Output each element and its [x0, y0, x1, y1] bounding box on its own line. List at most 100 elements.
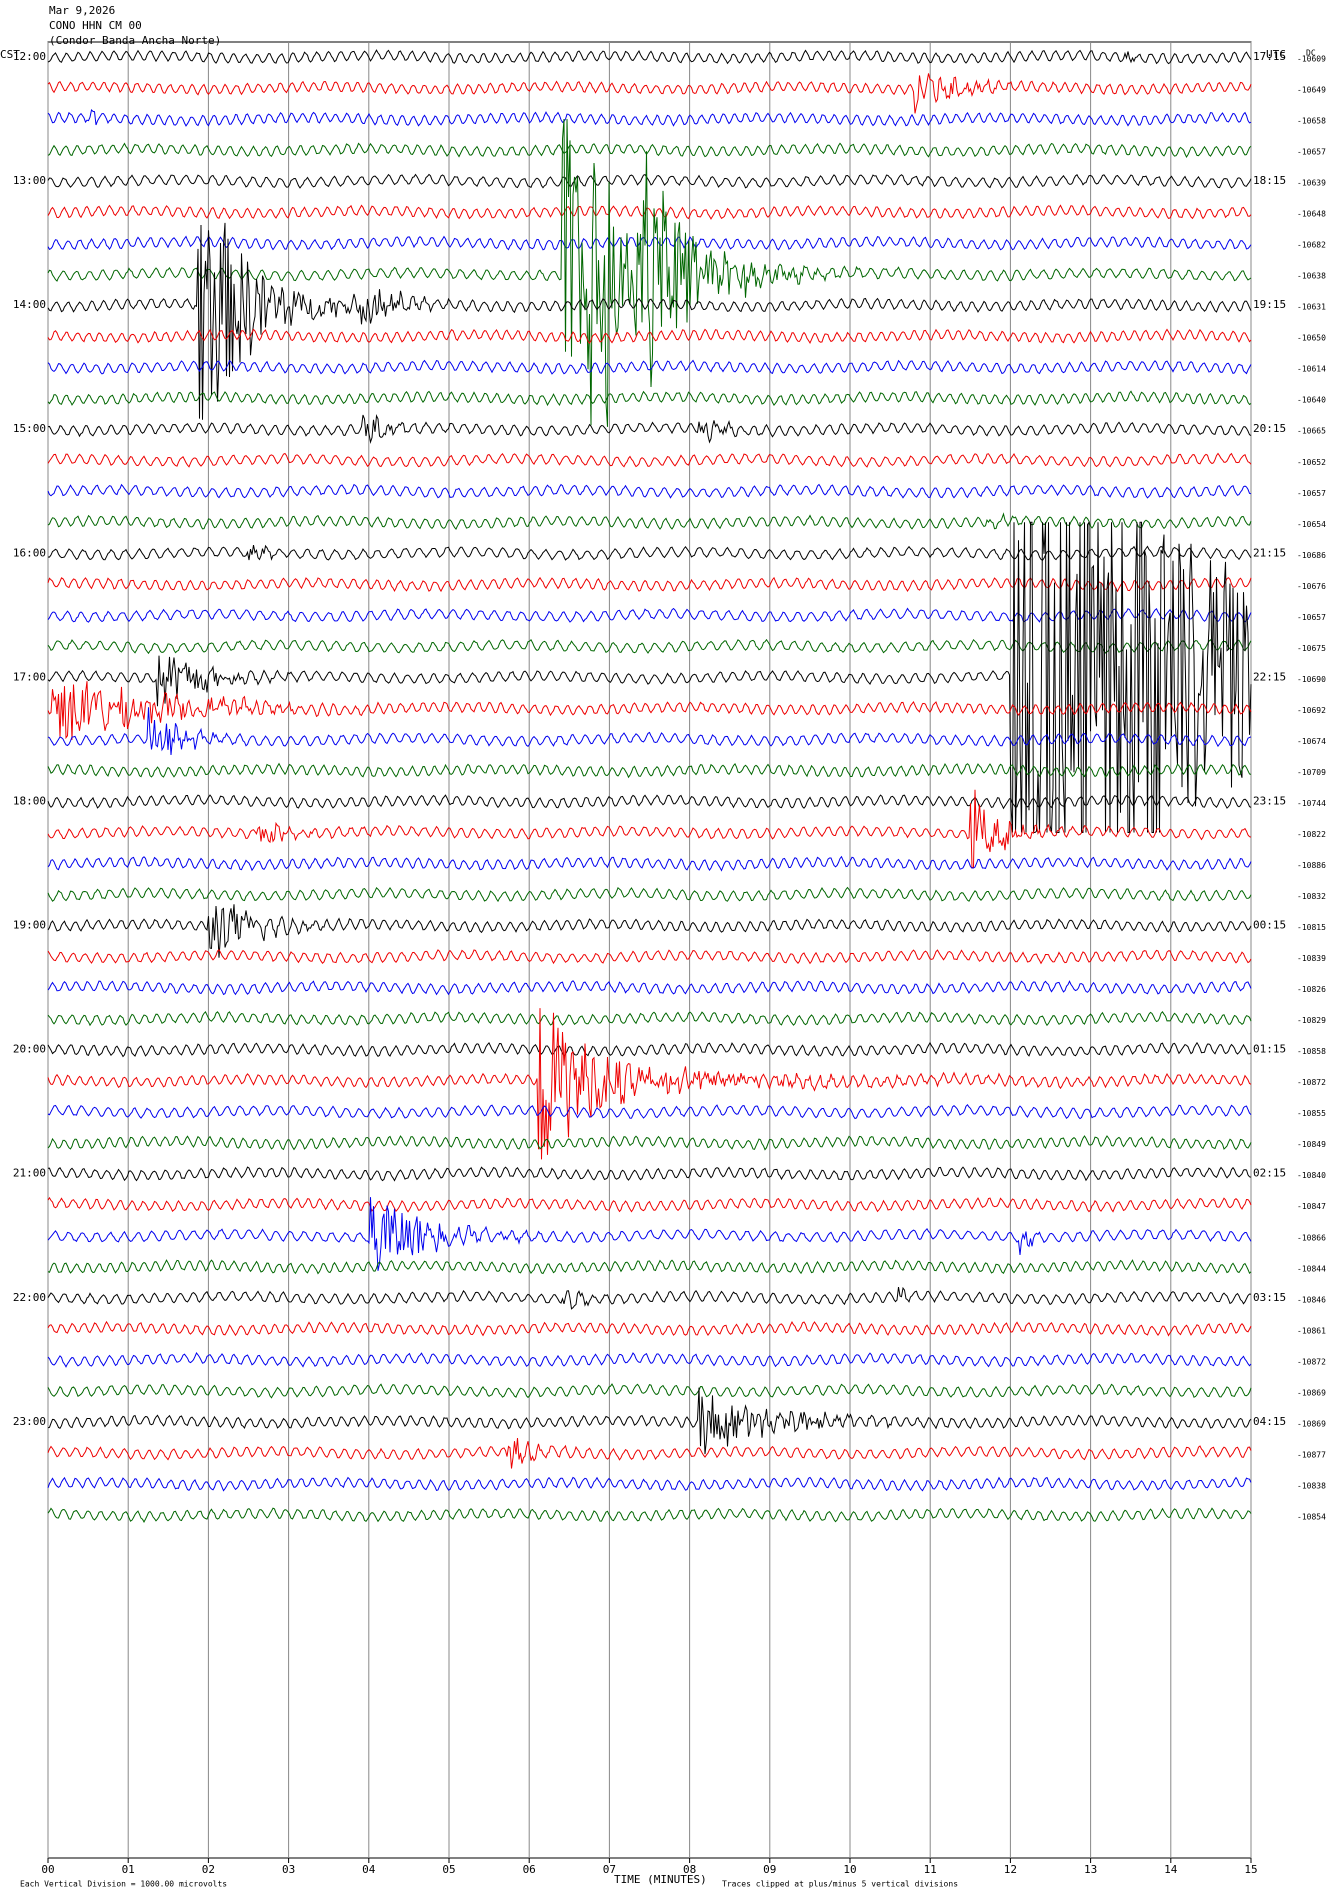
- dc-value: -10657: [1297, 613, 1326, 622]
- utc-label: 04:15: [1253, 1415, 1286, 1428]
- dc-value: -10872: [1297, 1078, 1326, 1087]
- dc-value: -10657: [1297, 148, 1326, 157]
- trace: [47, 413, 1252, 444]
- cst-label: 19:00: [13, 919, 46, 932]
- trace: [47, 1383, 1252, 1399]
- trace: [47, 1286, 1252, 1310]
- utc-label: 17:15: [1253, 50, 1286, 63]
- location: (Condor Banda Ancha Norte): [49, 34, 221, 47]
- x-tick-label: 09: [763, 1863, 776, 1876]
- trace: [47, 1166, 1252, 1182]
- left-label: CST: [0, 48, 20, 61]
- x-tick-label: 01: [122, 1863, 135, 1876]
- trace: [47, 638, 1252, 655]
- dc-value: -10657: [1297, 489, 1326, 498]
- trace: [47, 1104, 1252, 1120]
- cst-label: 14:00: [13, 298, 46, 311]
- dc-value: -10665: [1297, 427, 1326, 436]
- trace: [47, 980, 1252, 996]
- trace: [47, 109, 1252, 127]
- trace: [47, 886, 1252, 903]
- cst-label: 21:00: [13, 1167, 46, 1180]
- cst-label: 18:00: [13, 794, 46, 807]
- utc-label: 21:15: [1253, 546, 1286, 559]
- trace: [47, 789, 1252, 869]
- trace: [47, 1196, 1252, 1213]
- trace: [47, 390, 1252, 407]
- trace: [47, 204, 1252, 220]
- trace: [47, 762, 1252, 779]
- dc-value: -10866: [1297, 1233, 1326, 1242]
- date: Mar 9,2026: [49, 4, 115, 17]
- trace: [47, 328, 1252, 345]
- dc-value: -10839: [1297, 954, 1326, 963]
- cst-label: 23:00: [13, 1415, 46, 1428]
- utc-label: 20:15: [1253, 422, 1286, 435]
- utc-label: 01:15: [1253, 1043, 1286, 1056]
- dc-value: -10614: [1297, 365, 1326, 374]
- dc-value: -10692: [1297, 706, 1326, 715]
- trace: [47, 512, 1252, 531]
- dc-value: -10676: [1297, 582, 1326, 591]
- trace: [47, 707, 1252, 756]
- trace: [47, 1320, 1252, 1337]
- trace: [47, 483, 1252, 499]
- utc-label: 00:15: [1253, 919, 1286, 932]
- x-tick-label: 11: [924, 1863, 937, 1876]
- cst-label: 15:00: [13, 422, 46, 435]
- cst-label: 17:00: [13, 670, 46, 683]
- x-tick-label: 05: [442, 1863, 455, 1876]
- trace: [47, 1437, 1252, 1469]
- x-tick-label: 03: [282, 1863, 295, 1876]
- dc-value: -10872: [1297, 1357, 1326, 1366]
- dc-value: -10682: [1297, 241, 1326, 250]
- trace: [47, 1507, 1252, 1523]
- dc-value: -10829: [1297, 1016, 1326, 1025]
- clip-note: Traces clipped at plus/minus 5 vertical …: [722, 1880, 958, 1889]
- x-tick-label: 12: [1004, 1863, 1017, 1876]
- cst-label: 12:00: [13, 50, 46, 63]
- dc-value: -10849: [1297, 1140, 1326, 1149]
- trace: [47, 1197, 1252, 1271]
- dc-value: -10815: [1297, 923, 1326, 932]
- trace: [47, 452, 1252, 468]
- trace: [47, 222, 1252, 420]
- x-tick-label: 08: [683, 1863, 696, 1876]
- dc-value: -10744: [1297, 799, 1326, 808]
- trace: [47, 1010, 1252, 1027]
- x-tick-label: 06: [523, 1863, 536, 1876]
- trace: [47, 49, 1252, 65]
- trace: [47, 544, 1252, 561]
- dc-value: -10638: [1297, 272, 1326, 281]
- dc-value: -10674: [1297, 737, 1326, 746]
- x-tick-label: 14: [1164, 1863, 1178, 1876]
- trace: [47, 1135, 1252, 1151]
- dc-value: -10869: [1297, 1388, 1326, 1397]
- dc-value: -10650: [1297, 334, 1326, 343]
- x-tick-label: 13: [1084, 1863, 1097, 1876]
- trace: [47, 576, 1252, 593]
- cst-label: 16:00: [13, 546, 46, 559]
- trace: [47, 235, 1252, 251]
- dc-value: -10877: [1297, 1450, 1326, 1459]
- utc-label: 23:15: [1253, 794, 1286, 807]
- trace: [47, 904, 1252, 958]
- dc-value: -10869: [1297, 1419, 1326, 1428]
- dc-value: -10609: [1297, 55, 1326, 64]
- x-tick-label: 15: [1244, 1863, 1257, 1876]
- dc-value: -10854: [1297, 1512, 1326, 1521]
- dc-value: -10652: [1297, 458, 1326, 467]
- dc-value: -10631: [1297, 303, 1326, 312]
- station: CONO HHN CM 00: [49, 19, 142, 32]
- cst-label: 13:00: [13, 174, 46, 187]
- dc-value: -10855: [1297, 1109, 1326, 1118]
- trace: [47, 142, 1252, 159]
- trace: [47, 520, 1252, 833]
- trace: [47, 607, 1252, 623]
- dc-value: -10886: [1297, 861, 1326, 870]
- trace: [47, 681, 1252, 740]
- dc-value: -10858: [1297, 1047, 1326, 1056]
- dc-value: -10648: [1297, 210, 1326, 219]
- dc-value: -10649: [1297, 86, 1326, 95]
